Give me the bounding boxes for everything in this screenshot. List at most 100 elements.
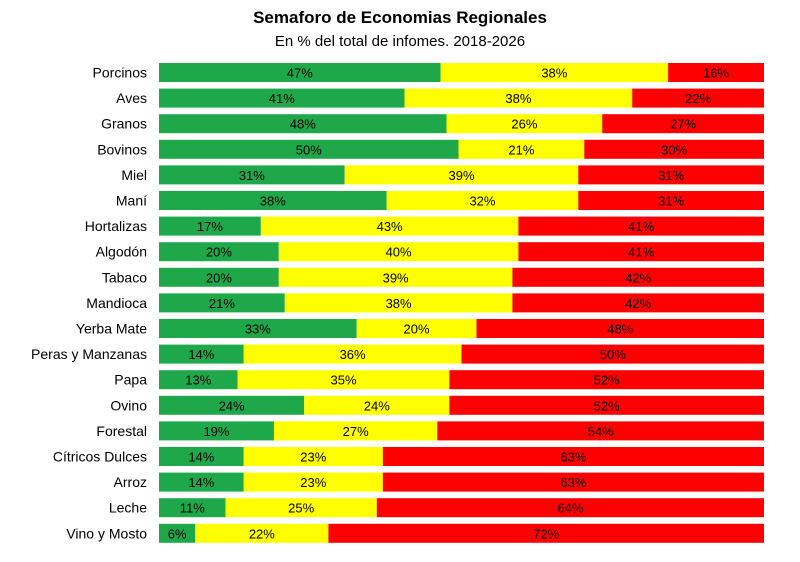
bar-arroz-segment-2 <box>243 472 383 492</box>
bar-mani-segment-2 <box>386 191 579 210</box>
bar-citricos-dulces-segment-2 <box>243 447 383 466</box>
value-label-hortalizas-3: 41% <box>628 219 654 234</box>
category-label-granos: Granos <box>101 116 147 132</box>
bar-granos-segment-1 <box>159 114 447 134</box>
bar-mandioca-segment-1 <box>159 293 285 313</box>
category-label-aves: Aves <box>116 90 147 106</box>
bar-hortalizas-segment-1 <box>159 216 261 236</box>
value-label-papa-2: 35% <box>331 373 357 388</box>
bar-ovino-segment-2 <box>304 395 450 415</box>
bar-forestal-segment-1 <box>159 421 274 441</box>
bar-algodon-segment-3 <box>518 242 764 262</box>
category-label-yerba-mate: Yerba Mate <box>76 321 147 337</box>
bar-miel-segment-3 <box>578 165 764 185</box>
value-label-citricos-dulces-2: 23% <box>300 450 326 465</box>
value-label-arroz-2: 23% <box>300 475 326 490</box>
bar-leche-segment-1 <box>159 498 226 518</box>
category-label-porcinos: Porcinos <box>93 65 147 81</box>
value-label-tabaco-1: 20% <box>206 270 232 285</box>
bar-bovinos-segment-3 <box>584 139 764 159</box>
bar-segments <box>159 63 764 543</box>
value-label-citricos-dulces-3: 63% <box>560 450 586 465</box>
value-label-papa-3: 52% <box>594 373 620 388</box>
bar-ovino-segment-3 <box>449 395 764 415</box>
bar-forestal-segment-2 <box>273 421 438 441</box>
bar-mani-segment-3 <box>578 191 764 210</box>
value-label-forestal-3: 54% <box>588 424 614 439</box>
value-label-leche-3: 64% <box>557 501 583 516</box>
bar-leche-segment-2 <box>225 498 377 518</box>
value-label-granos-1: 48% <box>290 117 316 132</box>
value-label-aves-3: 22% <box>685 91 711 106</box>
value-label-tabaco-2: 39% <box>383 270 409 285</box>
value-label-arroz-3: 63% <box>560 475 586 490</box>
bar-peras-y-manzanas-segment-1 <box>159 344 244 364</box>
category-label-tabaco: Tabaco <box>102 269 147 285</box>
category-label-mani: Maní <box>116 193 147 209</box>
value-label-bovinos-1: 50% <box>296 142 322 157</box>
category-label-mandioca: Mandioca <box>86 295 147 311</box>
value-label-ovino-3: 52% <box>594 398 620 413</box>
bar-algodon-segment-1 <box>159 242 279 262</box>
value-label-algodon-1: 20% <box>206 245 232 260</box>
value-label-forestal-2: 27% <box>343 424 369 439</box>
value-label-vino-y-mosto-3: 72% <box>533 526 559 541</box>
value-label-aves-2: 38% <box>505 91 531 106</box>
value-label-yerba-mate-1: 33% <box>245 322 271 337</box>
bar-vino-y-mosto-segment-1 <box>159 523 196 543</box>
bar-tabaco-segment-2 <box>278 267 513 287</box>
bar-granos-segment-3 <box>602 114 764 134</box>
bar-porcinos-segment-3 <box>668 63 764 82</box>
value-label-mandioca-1: 21% <box>209 296 235 311</box>
category-labels: Porcinos Aves Granos Bovinos Miel Maní Hortali… <box>31 65 147 542</box>
value-label-vino-y-mosto-2: 22% <box>249 526 275 541</box>
bar-arroz-segment-1 <box>159 472 244 492</box>
category-label-leche: Leche <box>109 500 147 516</box>
category-label-papa: Papa <box>114 372 147 388</box>
value-label-citricos-dulces-1: 14% <box>188 450 214 465</box>
category-label-miel: Miel <box>121 167 147 183</box>
bar-porcinos-segment-1 <box>159 63 441 82</box>
bar-tabaco-segment-3 <box>512 267 764 287</box>
value-label-mani-1: 38% <box>260 194 286 209</box>
value-label-yerba-mate-2: 20% <box>404 322 430 337</box>
category-label-algodon: Algodón <box>96 244 147 260</box>
bar-ovino-segment-1 <box>159 395 305 415</box>
value-label-peras-y-manzanas-2: 36% <box>340 347 366 362</box>
value-label-vino-y-mosto-1: 6% <box>168 526 187 541</box>
value-label-hortalizas-2: 43% <box>377 219 403 234</box>
bar-peras-y-manzanas-segment-3 <box>461 344 764 364</box>
value-label-ovino-2: 24% <box>364 398 390 413</box>
bar-miel-segment-1 <box>159 165 345 185</box>
value-label-aves-1: 41% <box>269 91 295 106</box>
bar-yerba-mate-segment-3 <box>476 319 764 338</box>
bar-hortalizas-segment-2 <box>260 216 519 236</box>
value-label-porcinos-2: 38% <box>541 66 567 81</box>
chart-subtitle: En % del total de infomes. 2018-2026 <box>274 33 526 50</box>
category-label-ovino: Ovino <box>110 397 147 413</box>
value-labels: 47% 38% 16% 41% 38% 22% 48% 26% 27% 50% 21% 30% 31% 3… <box>168 66 730 542</box>
chart-title: Semaforo de Economias Regionales <box>253 8 547 27</box>
value-label-mani-3: 31% <box>658 194 684 209</box>
value-label-miel-1: 31% <box>239 168 265 183</box>
value-label-papa-1: 13% <box>185 373 211 388</box>
category-label-peras-y-manzanas: Peras y Manzanas <box>31 346 147 362</box>
category-label-forestal: Forestal <box>96 423 147 439</box>
value-label-granos-3: 27% <box>670 117 696 132</box>
bar-mandioca-segment-3 <box>512 293 764 313</box>
bar-mandioca-segment-2 <box>284 293 513 313</box>
value-label-arroz-1: 14% <box>188 475 214 490</box>
bar-yerba-mate-segment-2 <box>356 319 477 338</box>
value-label-miel-3: 31% <box>658 168 684 183</box>
value-label-bovinos-2: 21% <box>508 142 534 157</box>
value-label-tabaco-3: 42% <box>625 270 651 285</box>
value-label-leche-2: 25% <box>288 501 314 516</box>
category-label-arroz: Arroz <box>114 474 147 490</box>
value-label-algodon-3: 41% <box>628 245 654 260</box>
value-label-hortalizas-1: 17% <box>197 219 223 234</box>
bar-vino-y-mosto-segment-2 <box>195 523 329 543</box>
bar-algodon-segment-2 <box>278 242 519 262</box>
bar-aves-segment-3 <box>632 88 764 108</box>
value-label-mani-2: 32% <box>469 194 495 209</box>
